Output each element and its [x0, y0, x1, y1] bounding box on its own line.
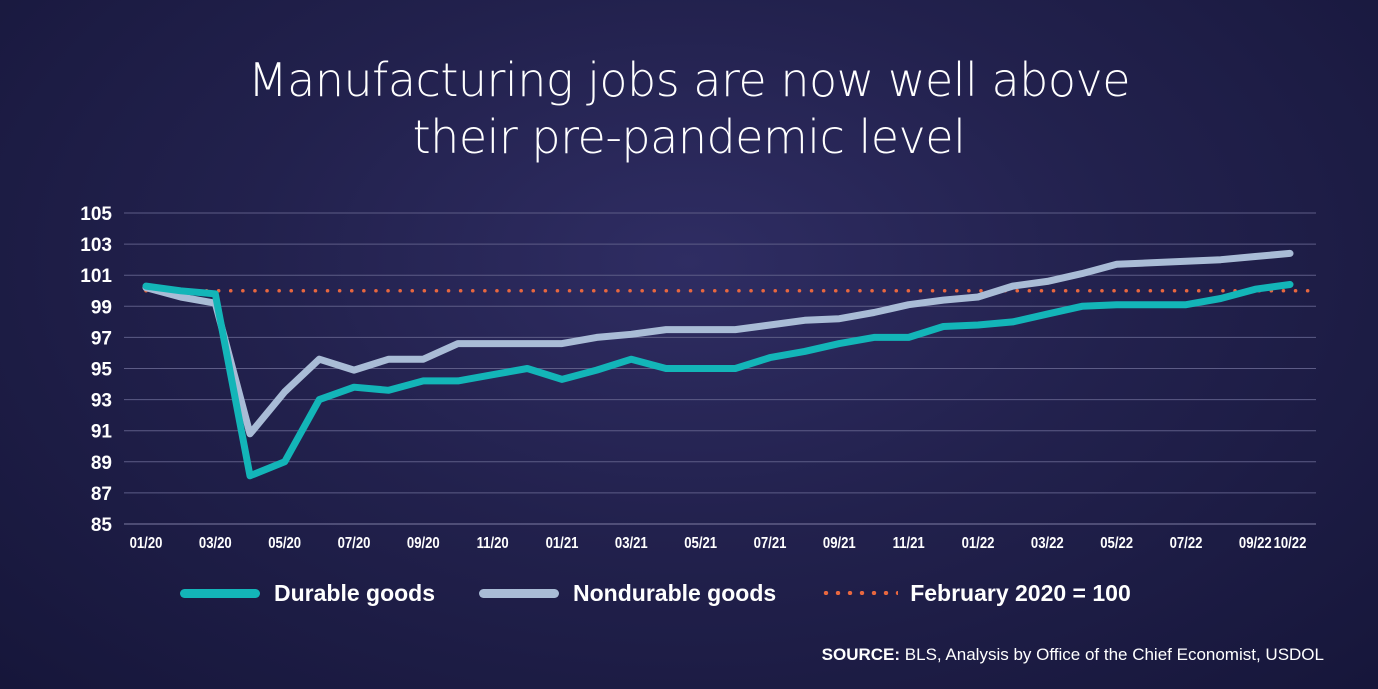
y-tick-label: 93	[91, 391, 112, 412]
y-tick-label: 87	[91, 484, 112, 505]
legend-item-reference[interactable]: February 2020 = 100	[820, 580, 1131, 607]
source-label: SOURCE:	[821, 645, 901, 664]
x-tick-label: 03/21	[615, 535, 648, 552]
chart-title-line-1: Manufacturing jobs are now well above	[247, 53, 1131, 107]
x-tick-label: 09/22	[1239, 535, 1272, 552]
legend-swatch-nondurable	[479, 588, 560, 598]
legend-item-nondurable[interactable]: Nondurable goods	[479, 580, 776, 607]
y-tick-label: 103	[80, 235, 112, 256]
x-tick-label: 09/21	[823, 535, 856, 552]
series-line-durable	[142, 281, 1294, 480]
x-tick-label: 05/22	[1100, 535, 1133, 552]
x-tick-label: 01/20	[130, 535, 163, 552]
x-tick-label: 07/21	[754, 535, 787, 552]
x-tick-label: 05/21	[684, 535, 717, 552]
y-tick-label: 105	[80, 204, 112, 225]
source-note: SOURCE: BLS, Analysis by Office of the C…	[822, 645, 1324, 665]
x-tick-label: 09/20	[407, 535, 440, 552]
y-tick-label: 95	[91, 360, 113, 381]
x-tick-label: 03/20	[199, 535, 232, 552]
y-tick-label: 85	[91, 515, 113, 536]
x-axis-ticks: 01/20 03/20 05/20 07/20 09/20 11/20 01/21 03/21…	[130, 535, 1307, 552]
legend-label-reference: February 2020 = 100	[910, 579, 1131, 606]
x-tick-label: 07/20	[338, 535, 371, 552]
y-tick-label: 101	[80, 266, 112, 287]
legend: Durable goods Nondurable goods February …	[180, 576, 1175, 610]
x-tick-label: 11/21	[893, 535, 925, 552]
y-tick-label: 97	[91, 328, 112, 349]
legend-swatch-reference	[820, 591, 899, 595]
legend-label-durable: Durable goods	[274, 579, 436, 606]
x-tick-label: 01/22	[962, 535, 995, 552]
x-tick-label: 11/20	[477, 535, 509, 552]
y-axis-ticks: 85 87 89 91 93 95 97 99 101 103 105	[80, 204, 112, 536]
legend-item-durable[interactable]: Durable goods	[180, 580, 435, 607]
x-tick-label: 03/22	[1031, 535, 1064, 552]
x-tick-label: 01/21	[546, 535, 579, 552]
legend-label-nondurable: Nondurable goods	[573, 579, 777, 606]
series-line-nondurable	[142, 249, 1294, 438]
y-tick-label: 91	[91, 422, 113, 443]
source-text: BLS, Analysis by Office of the Chief Eco…	[904, 645, 1324, 664]
chart-title-line-2: their pre-pandemic level	[412, 110, 966, 164]
x-tick-label: 07/22	[1170, 535, 1203, 552]
x-tick-label: 05/20	[268, 535, 301, 552]
y-tick-label: 99	[91, 297, 112, 318]
chart-title: Manufacturing jobs are now well above th…	[0, 52, 1378, 166]
x-tick-label: 10/22	[1274, 535, 1307, 552]
legend-swatch-durable	[180, 588, 260, 598]
series-lines	[142, 249, 1318, 480]
y-tick-label: 89	[91, 453, 112, 474]
